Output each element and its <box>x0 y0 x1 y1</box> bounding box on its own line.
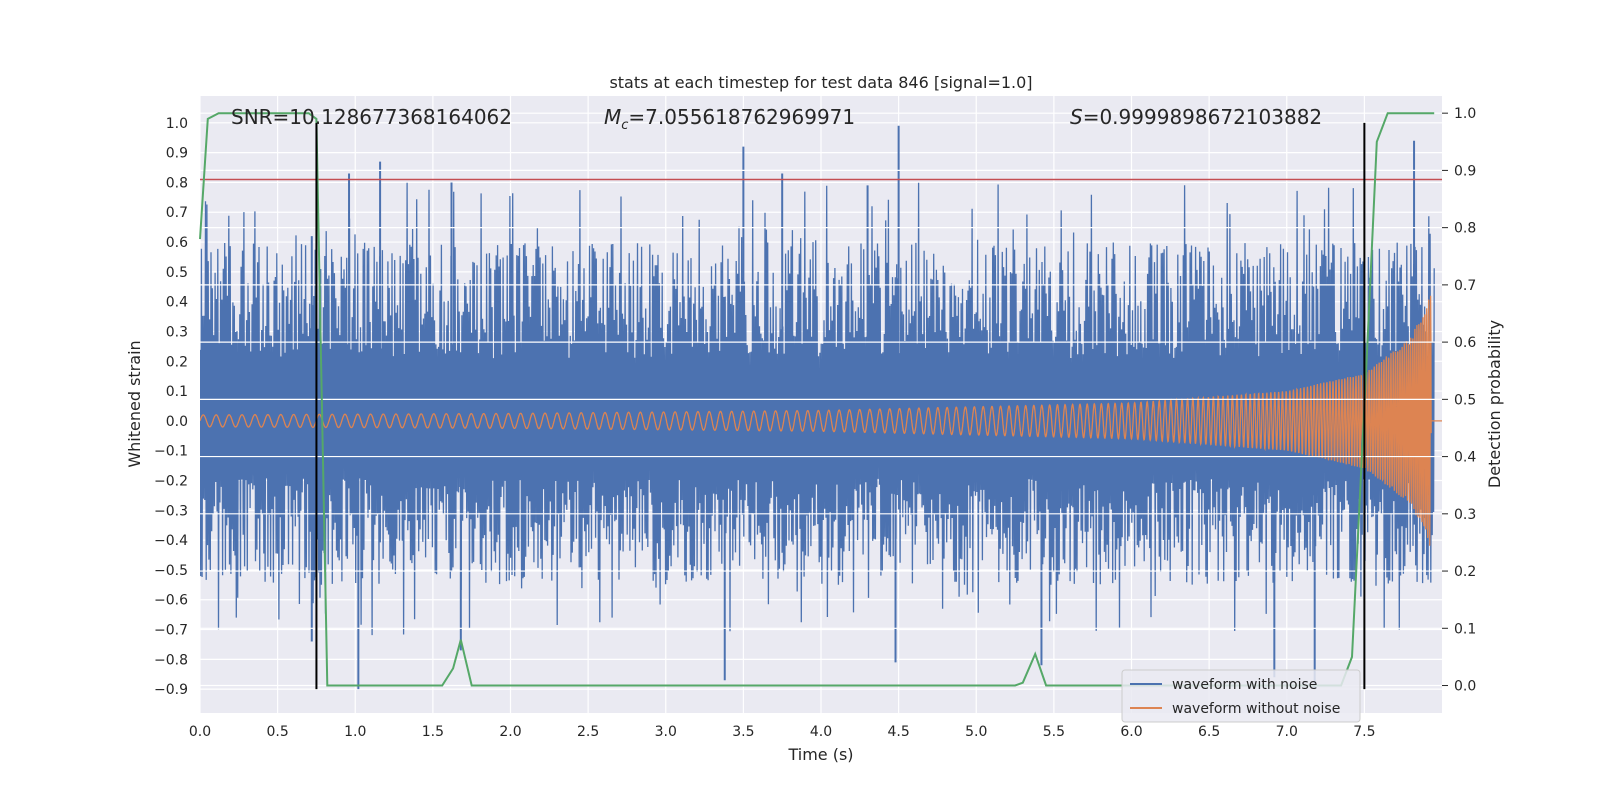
x-tick-label: 1.0 <box>344 724 366 740</box>
y-tick-label: 0.4 <box>166 295 188 311</box>
y2-tick-label: 0.7 <box>1454 278 1476 294</box>
y-tick-label: 0.6 <box>166 235 188 251</box>
y-tick-label: 0.7 <box>166 205 188 221</box>
chirp-mass-subscript: c <box>621 118 628 133</box>
y-tick-label: −0.2 <box>154 474 188 490</box>
x-tick-label: 1.5 <box>422 724 444 740</box>
x-tick-label: 3.5 <box>732 724 754 740</box>
x-tick-label: 7.0 <box>1276 724 1298 740</box>
y-tick-label: 0.0 <box>166 414 188 430</box>
legend-label-clean: waveform without noise <box>1172 701 1340 717</box>
score-symbol: S <box>1070 105 1083 129</box>
x-tick-label: 4.0 <box>810 724 832 740</box>
x-axis-label: Time (s) <box>787 745 853 764</box>
x-tick-label: 6.5 <box>1198 724 1220 740</box>
y-tick-label: 0.5 <box>166 265 188 281</box>
x-tick-label: 4.5 <box>887 724 909 740</box>
score-value: =0.9999898672103882 <box>1083 105 1322 129</box>
y-axis-label: Whitened strain <box>125 340 144 467</box>
y-tick-label: −0.9 <box>154 682 188 698</box>
y2-tick-label: 0.1 <box>1454 621 1476 637</box>
axes-layer: 0.0 0.5 1.0 1.5 2.0 2.5 3.0 3.5 4.0 4.5 5.0 5.5 6.0 6… <box>154 106 1476 740</box>
chart-title: stats at each timestep for test data 846… <box>609 73 1032 92</box>
series-layer <box>200 125 1442 690</box>
legend-label-noise: waveform with noise <box>1172 677 1317 693</box>
x-tick-label: 5.5 <box>1043 724 1065 740</box>
y-tick-label: −0.6 <box>154 593 188 609</box>
y2-tick-label: 0.3 <box>1454 507 1476 523</box>
score-annotation: S=0.9999898672103882 <box>1070 105 1322 129</box>
x-tick-label: 7.5 <box>1353 724 1375 740</box>
x-tick-label: 3.0 <box>655 724 677 740</box>
x-tick-label: 6.0 <box>1120 724 1142 740</box>
chirp-mass-symbol: M <box>604 105 621 129</box>
x-tick-label: 5.0 <box>965 724 987 740</box>
series-waveform-without-noise <box>200 295 1442 546</box>
y-tick-label: −0.5 <box>154 563 188 579</box>
y-tick-label: 0.2 <box>166 354 188 370</box>
x-tick-label: 2.5 <box>577 724 599 740</box>
chirp-mass-annotation: Mc=7.055618762969971 <box>604 105 855 133</box>
y2-tick-label: 1.0 <box>1454 106 1476 122</box>
y-tick-label: −0.7 <box>154 623 188 639</box>
y2-tick-label: 0.5 <box>1454 392 1476 408</box>
y2-tick-label: 0.2 <box>1454 564 1476 580</box>
y-tick-label: −0.4 <box>154 533 188 549</box>
y-tick-label: 0.8 <box>166 175 188 191</box>
x-tick-label: 0.0 <box>189 724 211 740</box>
y-tick-label: 0.9 <box>166 146 188 162</box>
snr-annotation: SNR=10.128677368164062 <box>231 105 512 129</box>
y-tick-label: 0.3 <box>166 324 188 340</box>
x-tick-label: 0.5 <box>266 724 288 740</box>
y-tick-label: −0.1 <box>154 444 188 460</box>
y2-tick-label: 0.8 <box>1454 221 1476 237</box>
y-tick-label: −0.8 <box>154 652 188 668</box>
y2-tick-label: 0.0 <box>1454 679 1476 695</box>
x-tick-label: 2.0 <box>499 724 521 740</box>
series-waveform-with-noise <box>200 182 1435 636</box>
y-tick-label: −0.3 <box>154 503 188 519</box>
legend-box <box>1121 669 1361 723</box>
legend: waveform with noise waveform without noi… <box>1121 669 1361 723</box>
y-tick-label: 1.0 <box>166 116 188 132</box>
series-detection-probability <box>199 112 1435 687</box>
overlay-layer <box>199 112 1442 690</box>
y2-tick-label: 0.4 <box>1454 450 1476 466</box>
y-tick-label: 0.1 <box>166 384 188 400</box>
y2-tick-label: 0.6 <box>1454 335 1476 351</box>
y2-tick-label: 0.9 <box>1454 163 1476 179</box>
chirp-mass-value: =7.055618762969971 <box>628 105 855 129</box>
y2-axis-label: Detection probability <box>1485 320 1504 488</box>
